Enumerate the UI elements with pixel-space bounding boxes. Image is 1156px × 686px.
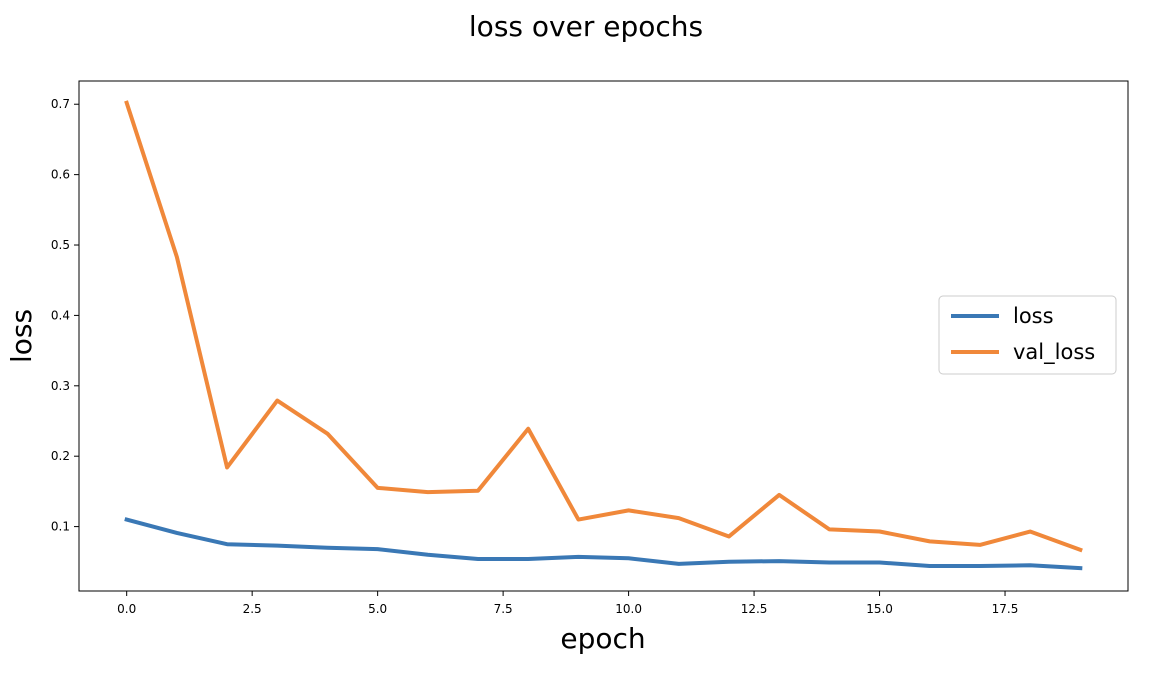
x-tick-label: 2.5 xyxy=(243,602,262,616)
data-point-val-loss xyxy=(175,255,179,259)
data-point-loss xyxy=(1028,563,1032,567)
y-axis: 0.1 0.2 0.3 0.4 0.5 0.6 0.7 xyxy=(51,97,79,534)
x-tick-label: 0.0 xyxy=(117,602,136,616)
y-tick-label: 0.4 xyxy=(51,308,70,322)
data-point-loss xyxy=(225,542,229,546)
data-point-val-loss xyxy=(476,489,480,493)
legend-label-val-loss: val_loss xyxy=(1013,340,1095,365)
series-lines xyxy=(124,100,1083,571)
y-tick-label: 0.7 xyxy=(51,97,70,111)
y-axis-label: loss xyxy=(5,309,38,363)
chart-title: loss over epochs xyxy=(469,10,703,43)
data-point-loss xyxy=(677,562,681,566)
x-axis-label: epoch xyxy=(560,622,645,655)
data-point-loss xyxy=(928,564,932,568)
series-line-loss xyxy=(124,517,1083,571)
data-point-loss xyxy=(426,553,430,557)
data-point-val-loss xyxy=(526,427,530,431)
x-tick-label: 17.5 xyxy=(992,602,1019,616)
data-point-val-loss xyxy=(827,527,831,531)
data-point-val-loss xyxy=(426,490,430,494)
x-tick-label: 7.5 xyxy=(494,602,513,616)
data-point-loss xyxy=(325,546,329,550)
data-point-val-loss xyxy=(125,101,129,105)
y-tick-label: 0.1 xyxy=(51,520,70,534)
data-point-val-loss xyxy=(677,516,681,520)
data-point-val-loss xyxy=(225,465,229,469)
y-tick-label: 0.2 xyxy=(51,449,70,463)
x-tick-label: 10.0 xyxy=(615,602,642,616)
data-point-loss xyxy=(476,557,480,561)
data-point-val-loss xyxy=(878,530,882,534)
x-tick-label: 15.0 xyxy=(866,602,893,616)
data-point-loss xyxy=(275,544,279,548)
data-point-loss xyxy=(777,559,781,563)
data-point-val-loss xyxy=(576,518,580,522)
data-point-val-loss xyxy=(275,399,279,403)
data-point-loss xyxy=(827,560,831,564)
data-point-val-loss xyxy=(1028,530,1032,534)
data-point-val-loss xyxy=(627,508,631,512)
data-point-val-loss xyxy=(928,539,932,543)
data-point-loss xyxy=(727,560,731,564)
legend: loss val_loss xyxy=(938,295,1117,375)
series-line-val-loss xyxy=(124,100,1083,553)
data-point-loss xyxy=(376,547,380,551)
y-tick-label: 0.3 xyxy=(51,379,70,393)
data-point-val-loss xyxy=(727,534,731,538)
data-point-loss xyxy=(878,560,882,564)
data-point-loss xyxy=(627,556,631,560)
data-point-val-loss xyxy=(1078,548,1082,552)
data-point-val-loss xyxy=(777,493,781,497)
y-tick-label: 0.6 xyxy=(51,168,70,182)
data-point-loss xyxy=(576,555,580,559)
y-tick-label: 0.5 xyxy=(51,238,70,252)
data-point-val-loss xyxy=(325,432,329,436)
data-point-loss xyxy=(1078,566,1082,570)
data-point-loss xyxy=(175,531,179,535)
data-point-loss xyxy=(978,564,982,568)
x-axis: 0.0 2.5 5.0 7.5 10.0 12.5 15.0 17.5 xyxy=(117,591,1018,616)
data-point-loss xyxy=(526,557,530,561)
data-point-val-loss xyxy=(376,486,380,490)
x-tick-label: 5.0 xyxy=(368,602,387,616)
x-tick-label: 12.5 xyxy=(741,602,768,616)
data-point-loss xyxy=(125,518,129,522)
legend-label-loss: loss xyxy=(1013,304,1054,328)
data-point-val-loss xyxy=(978,543,982,547)
